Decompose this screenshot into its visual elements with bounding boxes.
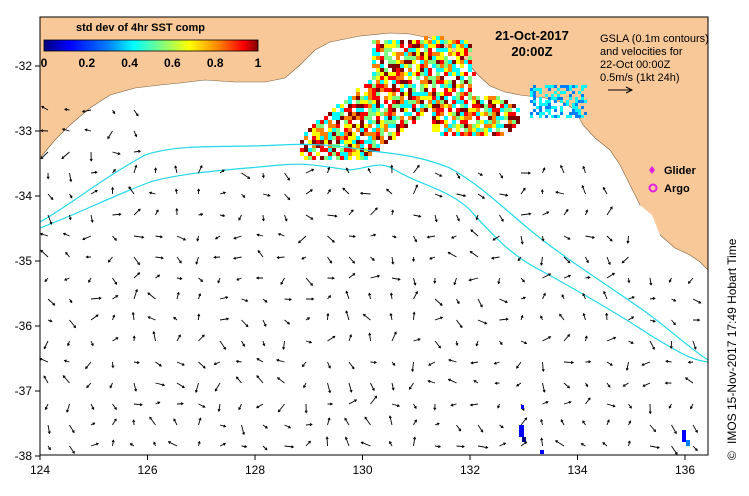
colorbar-tick-label: 0.4 [121,56,138,70]
lon-tick-label: 124 [30,463,50,477]
lat-tick-label: -33 [15,124,33,138]
glider-icon [649,166,655,174]
glider-label: Glider [664,165,697,177]
lon-tick-label: 126 [137,463,157,477]
argo-label: Argo [664,183,690,195]
side-caption: © IMOS 15-Nov-2017 17:49 Hobart Time [725,238,739,460]
copyright-symbol: © [725,451,739,460]
colorbar-tick-label: 1 [255,56,262,70]
legend-line-4: 0.5m/s (1kt 24h) [600,72,679,84]
arrow-right-icon [608,86,634,94]
lon-tick-label: 130 [352,463,372,477]
lat-tick-label: -37 [15,384,33,398]
velocity-arrows [39,106,702,456]
longitude-axis: 124 126 128 130 132 134 136 [30,455,695,477]
lat-tick-label: -36 [15,319,33,333]
colorbar-tick-label: 0.2 [78,56,95,70]
data-specks [519,405,690,454]
lon-tick-label: 136 [675,463,695,477]
imos-timestamp: IMOS 15-Nov-2017 17:49 Hobart Time [725,238,739,444]
argo-icon [648,183,658,193]
latitude-axis: -32 -33 -34 -35 -36 -37 -38 [15,59,40,463]
gsla-contour-inner [39,163,709,363]
colorbar-tick-label: 0 [41,56,48,70]
legend-line-1: GSLA (0.1m contours) [600,33,709,45]
colorbar-gradient [43,39,259,52]
colorbar: std dev of 4hr SST comp 0 0.2 0.4 0.6 0.8 1 [41,22,262,70]
legend-line-3: 22-Oct 00:00Z [600,59,671,71]
sst-variability-patch [300,36,587,160]
map-frame [39,16,709,456]
gulf [640,205,660,245]
lat-tick-label: -32 [15,59,33,73]
gsla-contour-outer [39,143,709,361]
time-label: 20:00Z [511,44,552,59]
colorbar-title: std dev of 4hr SST comp [76,22,205,34]
colorbar-tick-label: 0.8 [207,56,224,70]
lat-tick-label: -34 [15,189,33,203]
glider-marker: Glider [649,165,697,177]
colorbar-tick-label: 0.6 [164,56,181,70]
lat-tick-label: -38 [15,449,33,463]
legend-line-2: and velocities for [600,46,683,58]
lat-tick-label: -35 [15,254,33,268]
lon-tick-label: 128 [245,463,265,477]
lon-tick-label: 134 [567,463,587,477]
date-label: 21-Oct-2017 [495,28,569,43]
argo-marker: Argo [648,183,690,195]
lon-tick-label: 132 [460,463,480,477]
colorbar-ticks: 0 0.2 0.4 0.6 0.8 1 [41,56,262,70]
